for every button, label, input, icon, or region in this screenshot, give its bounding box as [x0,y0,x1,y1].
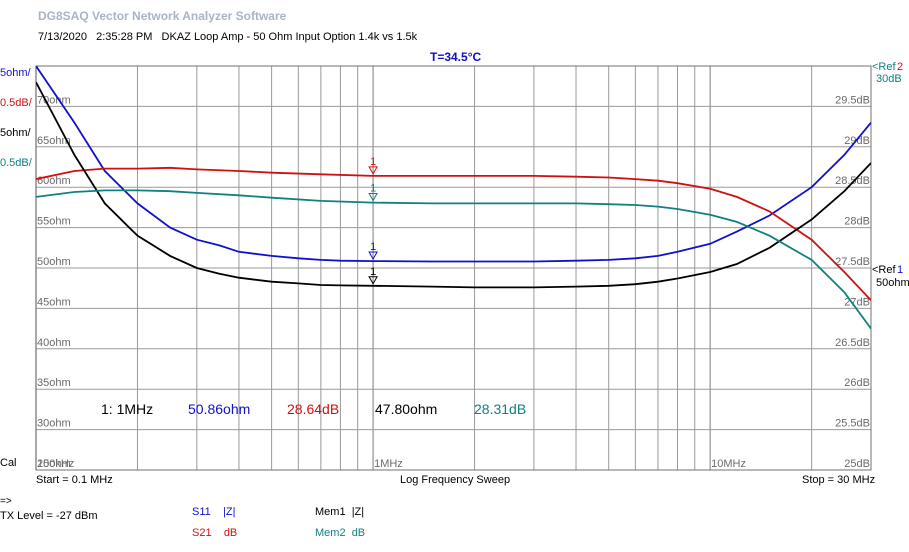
header-date: 7/13/2020 [38,31,87,43]
marker-triangle [368,193,378,202]
left-tick-label: 40ohm [37,337,71,349]
ref2-value: 30dB [876,73,902,85]
cal-label[interactable]: Cal [0,457,17,469]
readout-s11: 50.86ohm [188,401,250,417]
right-tick-label: 25.5dB [835,418,870,430]
right-tick-label: 29dB [844,135,870,147]
sweep-mode: Log Frequency Sweep [400,474,511,486]
right-tick-label: 27.5dB [835,256,870,268]
marker-label: 1 [370,183,376,195]
scale-per-div-label: 5ohm/ [0,67,32,79]
temperature-readout: T=34.5°C [430,50,482,64]
tx-level: TX Level = -27 dBm [0,510,98,522]
legend-s21[interactable]: S21 dB [192,527,237,539]
legend-trace-name: Mem1 [315,506,346,518]
ref2-label: <Ref [872,61,896,73]
right-tick-label: 25dB [844,458,870,470]
scale-per-div-label: 5ohm/ [0,127,32,139]
left-tick-label: 70ohm [37,94,71,106]
ref1-label: <Ref [872,264,896,276]
right-tick-label: 27dB [844,296,870,308]
x-start-label: 100kHz [37,458,74,470]
right-tick-label: 28dB [844,216,870,228]
marker-triangle [368,276,378,285]
legend-mem1[interactable]: Mem1 |Z| [315,506,364,518]
app-title: DG8SAQ Vector Network Analyzer Software [38,9,287,23]
right-tick-label: 29.5dB [835,94,870,106]
readout-mem1: 47.80ohm [375,401,437,417]
scale-per-div-label: 0.5dB/ [0,157,33,169]
legend-quantity: dB [223,527,238,539]
scale-per-div-label: 0.5dB/ [0,97,33,109]
ref1-value: 50ohm [876,277,909,289]
left-tick-label: 45ohm [37,296,71,308]
right-tick-label: 26dB [844,377,870,389]
left-tick-label: 60ohm [37,175,71,187]
legend-trace-name: Mem2 [315,527,346,539]
marker-triangle [368,166,378,175]
plot-frame [35,65,872,471]
status-arrow: => [0,496,12,507]
marker-label: 1 [370,241,376,253]
trace-s21-gain [36,166,871,301]
x-tick-label: 1MHz [374,458,403,470]
x-tick-label: 10MHz [711,458,746,470]
left-tick-label: 50ohm [37,256,71,268]
measurement-header: 7/13/2020 2:35:28 PM DKAZ Loop Amp - 50 … [38,31,417,43]
header-description: DKAZ Loop Amp - 50 Ohm Input Option 1.4k… [161,31,418,43]
legend-quantity: |Z| [351,506,365,518]
left-tick-label: 65ohm [37,135,71,147]
readout-marker-freq: 1: 1MHz [101,401,153,417]
start-frequency: Start = 0.1 MHz [36,474,113,486]
trace-mem2-gain [36,189,871,330]
marker-triangle [368,251,378,261]
legend-trace-name: S21 [192,527,212,539]
legend-quantity: |Z| [223,506,236,518]
ref2-number: 2 [897,61,903,73]
stop-frequency: Stop = 30 MHz [802,474,876,486]
ref1-number: 1 [897,264,903,276]
readout-s21: 28.64dB [287,401,339,417]
trace-s11-impedance [36,66,871,263]
legend-trace-name: S11 [192,506,211,518]
legend-quantity: dB [351,527,366,539]
marker-label: 1 [370,156,376,168]
left-tick-label: 30ohm [37,418,71,430]
left-tick-label: 25ohm [37,458,71,470]
trace-mem1-impedance [36,81,871,289]
header-time: 2:35:28 PM [96,31,153,43]
legend-s11[interactable]: S11 |Z| [192,506,235,518]
left-tick-label: 55ohm [37,216,71,228]
readout-mem2: 28.31dB [474,401,526,417]
legend-mem2[interactable]: Mem2 dB [315,527,365,539]
right-tick-label: 26.5dB [835,337,870,349]
left-tick-label: 35ohm [37,377,71,389]
marker-label: 1 [370,266,376,278]
